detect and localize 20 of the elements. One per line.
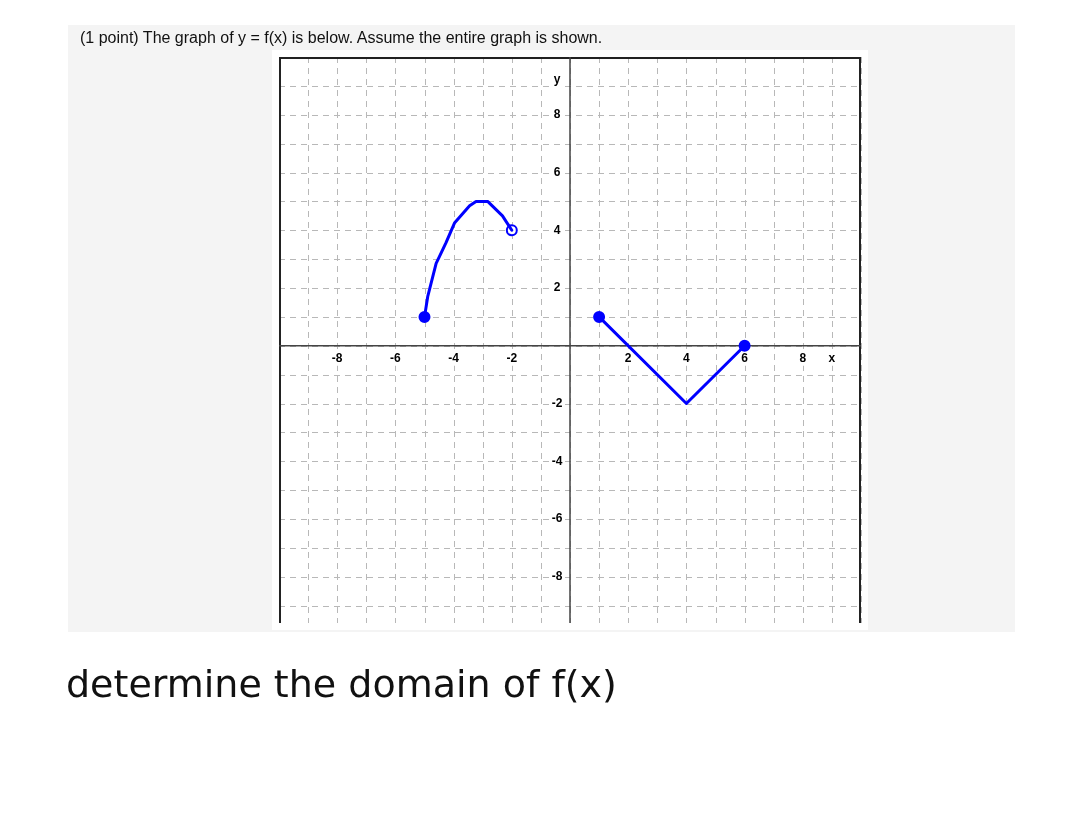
y-tick-label: 2 — [553, 280, 561, 295]
y-tick-label: 4 — [553, 222, 561, 237]
y-tick-label: -6 — [551, 511, 563, 526]
y-tick-label: 8 — [553, 107, 561, 122]
x-tick-label: 6 — [741, 351, 749, 366]
x-tick-label: -6 — [390, 351, 402, 366]
y-tick-label: -8 — [551, 569, 563, 584]
x-tick-label: 2 — [624, 351, 632, 366]
chart-title: (1 point) The graph of y = f(x) is below. Assume the entire graph is shown. — [80, 29, 603, 47]
y-tick-label: -4 — [551, 453, 563, 468]
x-tick-label: 8 — [799, 351, 807, 366]
y-tick-label: 6 — [553, 164, 561, 179]
x-tick-label: -8 — [331, 351, 343, 366]
x-tick-label: -2 — [506, 351, 518, 366]
text: determine the domain of f(x) — [66, 662, 617, 706]
y-tick-label: -2 — [551, 395, 563, 410]
x-tick-label: 4 — [683, 351, 691, 366]
x-tick-label: -4 — [448, 351, 460, 366]
y-axis-title: y — [553, 72, 561, 87]
x-axis-title: x — [828, 351, 836, 366]
